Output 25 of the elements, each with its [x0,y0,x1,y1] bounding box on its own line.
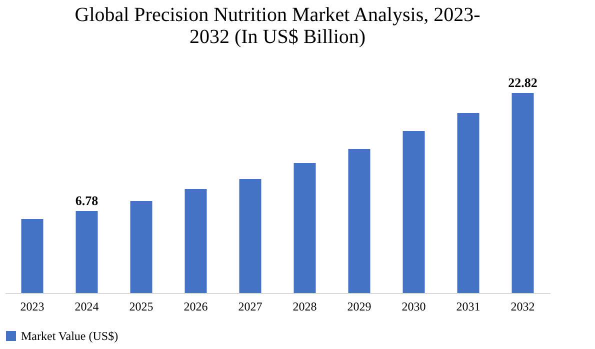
x-tick-label: 2030 [402,300,426,314]
text: 22.82 [508,75,538,90]
bar [184,189,207,293]
text: 6.78 [75,193,98,208]
bar [21,219,44,293]
bar [457,113,480,293]
bar [130,201,152,293]
bar [402,131,425,293]
x-tick-label: 2026 [184,300,208,314]
bar [294,163,316,293]
x-tick-label: 2029 [347,300,372,314]
bar [76,211,98,293]
x-tick-label: 2023 [20,300,44,314]
x-tick-label: 2032 [510,300,535,314]
text: Global Precision Nutrition Market Analysis, 2023- [74,4,480,26]
text: 2032 (In US$ Billion) [189,26,366,48]
x-tick-label: 2027 [238,300,262,314]
x-tick-label: 2031 [456,300,480,314]
legend-label: Market Value (US$) [21,329,118,343]
x-tick-label: 2024 [74,300,99,314]
bar [512,93,534,293]
bar [239,179,262,293]
x-tick-label: 2025 [129,300,154,314]
x-tick-label: 2028 [292,300,317,314]
bar [348,149,370,293]
